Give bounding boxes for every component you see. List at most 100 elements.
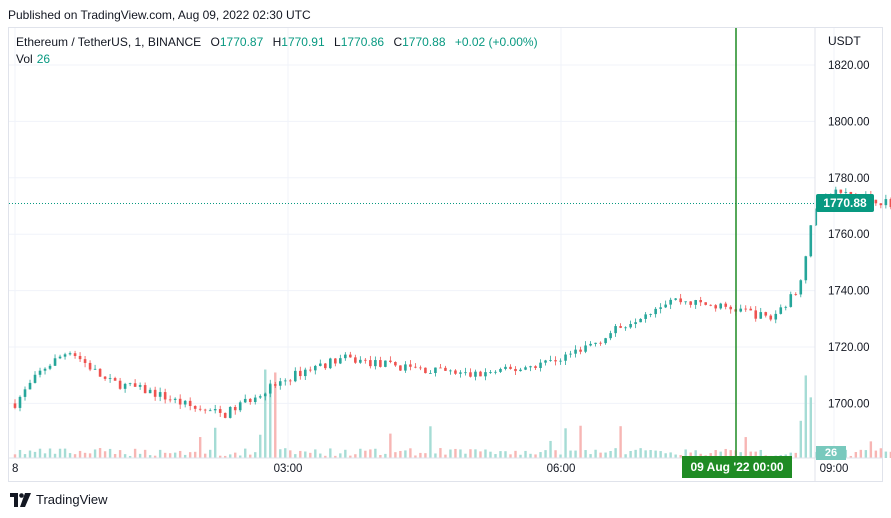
volume-bar <box>879 448 883 458</box>
candle-body <box>283 380 287 382</box>
close-value: 1770.88 <box>402 35 446 49</box>
volume-bar <box>33 451 37 458</box>
volume-bar <box>549 440 552 458</box>
candle-body <box>389 360 392 362</box>
candle-body <box>228 406 232 418</box>
candle-body <box>514 368 517 372</box>
volume-bar <box>153 455 157 458</box>
volume-bar <box>554 450 557 458</box>
candle-body <box>329 358 332 369</box>
candle-body <box>359 359 362 363</box>
candle-body <box>349 354 352 358</box>
candle-body <box>519 369 522 372</box>
volume-bar <box>729 450 732 458</box>
candle-body <box>454 370 457 374</box>
candle-body <box>649 314 652 315</box>
candle-body <box>499 368 502 372</box>
volume-bar <box>299 450 302 458</box>
candle-body <box>143 385 147 394</box>
volume-bar <box>499 451 502 458</box>
candle-body <box>509 366 512 369</box>
volume-bar <box>254 452 257 458</box>
candle-body <box>394 361 397 366</box>
open-label: O <box>210 35 220 49</box>
candle-body <box>33 374 37 383</box>
candle-body <box>339 358 342 364</box>
candle-body <box>634 322 637 325</box>
candle-body <box>419 367 422 369</box>
volume-bar <box>429 426 432 458</box>
time-axis-label: 8 <box>12 463 18 475</box>
candle-body <box>639 318 642 323</box>
candle-body <box>23 389 27 397</box>
candle-body <box>479 371 482 377</box>
volume-bar <box>28 450 32 458</box>
crosshair-time-label: 09 Aug '22 00:00 <box>682 456 792 478</box>
volume-bar <box>183 454 187 458</box>
volume-bar <box>484 449 487 458</box>
time-axis-label: 09:00 <box>820 463 849 475</box>
volume-bar <box>644 450 647 458</box>
price-axis-label: 1820.00 <box>828 60 870 72</box>
candle-body <box>399 365 402 371</box>
candle-body <box>319 363 322 366</box>
candle-body <box>664 304 667 308</box>
low-label: L <box>334 35 341 49</box>
open-value: 1770.87 <box>219 35 264 49</box>
candle-body <box>233 406 237 411</box>
candle-body <box>13 403 17 408</box>
candle-body <box>354 357 357 363</box>
candle-body <box>579 349 582 352</box>
candle-body <box>173 398 177 400</box>
volume-bar <box>449 449 452 458</box>
candle-body <box>544 360 547 363</box>
candle-body <box>624 327 627 329</box>
candle-body <box>719 303 723 309</box>
volume-bar <box>414 455 417 458</box>
volume-bar <box>474 449 477 458</box>
volume-bar <box>264 369 267 458</box>
volume-bar <box>48 448 52 458</box>
volume-bar <box>404 450 407 458</box>
candle-body <box>404 364 407 371</box>
candle-body <box>193 405 197 409</box>
volume-bar <box>479 451 482 458</box>
candle-body <box>699 300 702 303</box>
volume-bar <box>329 448 332 458</box>
volume-bar <box>744 437 747 458</box>
candle-body <box>128 383 132 385</box>
candle-body <box>769 315 773 320</box>
volume-bar <box>804 375 807 458</box>
volume-bar <box>244 448 247 458</box>
symbol-name[interactable]: Ethereum / TetherUS, 1, BINANCE <box>16 35 202 49</box>
volume-bar <box>349 455 352 458</box>
volume-bar <box>198 437 202 458</box>
last-volume-tag: 26 <box>816 446 846 460</box>
candle-body <box>138 385 142 387</box>
volume-label: Vol <box>16 52 33 66</box>
candle-body <box>464 372 467 374</box>
candle-body <box>133 383 137 387</box>
symbol-legend: Ethereum / TetherUS, 1, BINANCE O1770.87… <box>16 35 538 49</box>
candle-body <box>263 393 267 397</box>
candle-body <box>659 307 662 309</box>
volume-bars <box>13 369 891 458</box>
tradingview-logo[interactable]: TradingView <box>10 492 108 507</box>
candle-body <box>28 382 32 390</box>
volume-bar <box>544 450 547 458</box>
candle-body <box>714 305 717 309</box>
volume-bar <box>469 449 472 458</box>
volume-bar <box>83 452 87 458</box>
chart-frame <box>8 27 883 482</box>
candle-body <box>369 360 372 367</box>
volume-bar <box>93 449 97 458</box>
price-axis-label: 1800.00 <box>828 116 870 128</box>
candle-body <box>374 360 377 367</box>
volume-bar <box>664 453 667 458</box>
volume-bar <box>514 450 517 458</box>
volume-bar <box>799 420 802 458</box>
high-label: H <box>272 35 282 49</box>
candle-body <box>208 410 212 412</box>
candle-body <box>178 398 182 405</box>
